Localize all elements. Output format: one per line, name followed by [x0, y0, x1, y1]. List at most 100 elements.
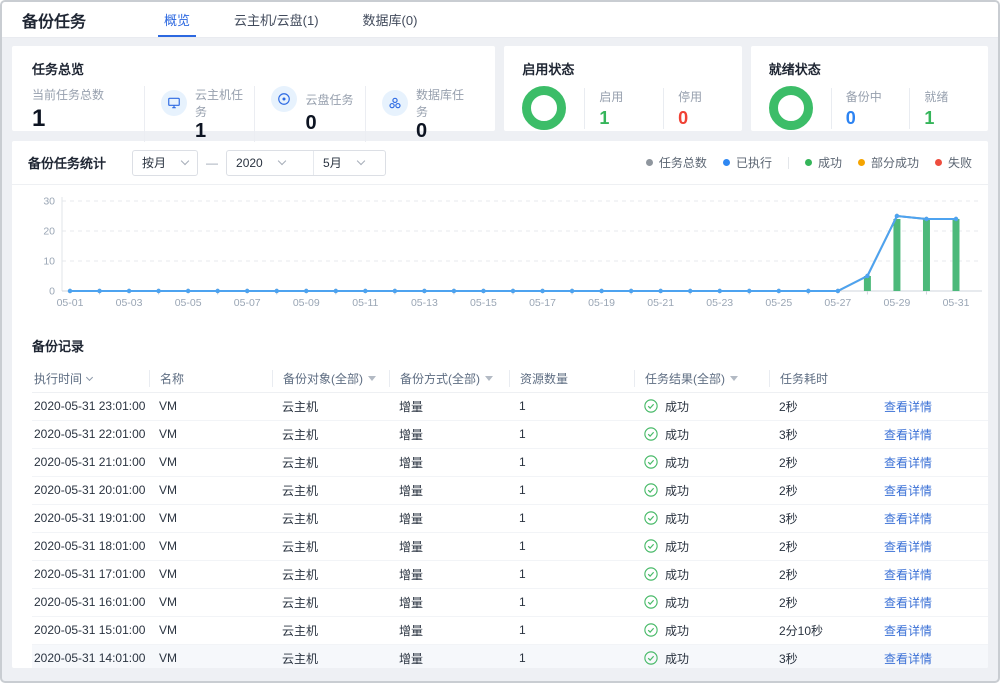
- cell-name: VM: [157, 504, 280, 532]
- legend-item[interactable]: 部分成功: [858, 154, 919, 171]
- svg-text:05-23: 05-23: [706, 297, 733, 309]
- cell-action: 查看详情: [882, 392, 988, 420]
- table-row: 2020-05-31 14:01:00VM云主机增量1成功3秒查看详情: [32, 644, 988, 668]
- cell-result: 成功: [642, 392, 777, 420]
- enabled-value: 1: [599, 108, 645, 129]
- table-row: 2020-05-31 15:01:00VM云主机增量1成功2分10秒查看详情: [32, 616, 988, 644]
- period-select[interactable]: 按月: [132, 150, 198, 176]
- cell-action: 查看详情: [882, 476, 988, 504]
- view-details-link[interactable]: 查看详情: [884, 596, 932, 610]
- chart-area: 010203005-0105-0305-0505-0705-0905-1105-…: [12, 185, 988, 322]
- svg-text:05-13: 05-13: [411, 297, 438, 309]
- cell-result: 成功: [642, 616, 777, 644]
- table-row: 2020-05-31 20:01:00VM云主机增量1成功2秒查看详情: [32, 476, 988, 504]
- cell-target: 云主机: [280, 420, 397, 448]
- stats-filter-row: 备份任务统计 按月 — 2020 5月 任务总数已执行成功部分成功: [12, 141, 988, 185]
- legend-dot-icon: [858, 159, 865, 166]
- cell-target: 云主机: [280, 476, 397, 504]
- view-details-link[interactable]: 查看详情: [884, 512, 932, 526]
- cell-count: 1: [517, 476, 642, 504]
- view-details-link[interactable]: 查看详情: [884, 484, 932, 498]
- year-select[interactable]: 2020: [227, 151, 313, 175]
- cell-result: 成功: [642, 532, 777, 560]
- tab-bar: 概览 云主机/云盘(1) 数据库(0): [142, 2, 439, 37]
- vm-tasks-label: 云主机任务: [195, 86, 254, 120]
- column-header-执行时间[interactable]: 执行时间: [32, 365, 157, 392]
- legend-dot-icon: [935, 159, 942, 166]
- month-select[interactable]: 5月: [313, 151, 385, 175]
- month-select-value: 5月: [323, 154, 342, 171]
- view-details-link[interactable]: 查看详情: [884, 400, 932, 414]
- view-details-link[interactable]: 查看详情: [884, 568, 932, 582]
- cell-name: VM: [157, 560, 280, 588]
- filter-caret-icon: [485, 376, 493, 381]
- cell-name: VM: [157, 392, 280, 420]
- legend-item[interactable]: 已执行: [723, 154, 772, 171]
- legend-item[interactable]: 任务总数: [646, 154, 707, 171]
- svg-text:05-17: 05-17: [529, 297, 556, 309]
- table-row: 2020-05-31 17:01:00VM云主机增量1成功2秒查看详情: [32, 560, 988, 588]
- cell-result: 成功: [642, 476, 777, 504]
- cell-target: 云主机: [280, 588, 397, 616]
- page-title: 备份任务: [22, 8, 86, 32]
- cell-count: 1: [517, 616, 642, 644]
- view-details-link[interactable]: 查看详情: [884, 456, 932, 470]
- ready-value: 1: [924, 108, 970, 129]
- cell-time: 2020-05-31 21:01:00: [32, 448, 157, 476]
- total-tasks-block: 当前任务总数 1: [32, 86, 144, 142]
- column-header-备份方式(全部)[interactable]: 备份方式(全部): [397, 365, 517, 392]
- task-overview-body: 当前任务总数 1 云主机任务: [32, 86, 475, 142]
- ready-label: 就绪: [924, 88, 970, 105]
- table-row: 2020-05-31 16:01:00VM云主机增量1成功2秒查看详情: [32, 588, 988, 616]
- cell-duration: 3秒: [777, 504, 882, 532]
- column-header-资源数量: 资源数量: [517, 365, 642, 392]
- legend-divider: [788, 157, 789, 169]
- legend-item[interactable]: 成功: [805, 154, 842, 171]
- view-details-link[interactable]: 查看详情: [884, 540, 932, 554]
- enabled-status-donut: [522, 86, 566, 130]
- view-details-link[interactable]: 查看详情: [884, 624, 932, 638]
- tab-overview[interactable]: 概览: [142, 2, 212, 37]
- tab-database[interactable]: 数据库(0): [341, 2, 440, 37]
- view-details-link[interactable]: 查看详情: [884, 652, 932, 666]
- view-details-link[interactable]: 查看详情: [884, 428, 932, 442]
- cell-method: 增量: [397, 392, 517, 420]
- column-header-任务耗时: 任务耗时: [777, 365, 882, 392]
- vm-tasks-block: 云主机任务 1: [144, 86, 254, 142]
- cell-duration: 2分10秒: [777, 616, 882, 644]
- column-header-任务结果(全部)[interactable]: 任务结果(全部): [642, 365, 777, 392]
- cell-method: 增量: [397, 420, 517, 448]
- total-tasks-value: 1: [32, 105, 144, 133]
- cell-duration: 2秒: [777, 532, 882, 560]
- enabled-label: 启用: [599, 88, 645, 105]
- cell-duration: 2秒: [777, 588, 882, 616]
- cell-time: 2020-05-31 20:01:00: [32, 476, 157, 504]
- database-tasks-block: 数据库任务 0: [365, 86, 475, 142]
- table-row: 2020-05-31 19:01:00VM云主机增量1成功3秒查看详情: [32, 504, 988, 532]
- cell-action: 查看详情: [882, 588, 988, 616]
- cell-time: 2020-05-31 17:01:00: [32, 560, 157, 588]
- cell-action: 查看详情: [882, 532, 988, 560]
- column-header-名称: 名称: [157, 365, 280, 392]
- task-overview-card: 任务总览 当前任务总数 1: [12, 46, 495, 131]
- success-check-icon: [644, 623, 658, 637]
- legend-dot-icon: [646, 159, 653, 166]
- tab-vm-disk[interactable]: 云主机/云盘(1): [212, 2, 341, 37]
- cell-method: 增量: [397, 560, 517, 588]
- svg-text:30: 30: [43, 196, 55, 208]
- column-header-备份对象(全部)[interactable]: 备份对象(全部): [280, 365, 397, 392]
- cell-name: VM: [157, 532, 280, 560]
- disk-icon: [271, 86, 297, 112]
- svg-text:05-03: 05-03: [116, 297, 143, 309]
- cell-result: 成功: [642, 644, 777, 668]
- cell-count: 1: [517, 532, 642, 560]
- success-check-icon: [644, 567, 658, 581]
- cell-result: 成功: [642, 560, 777, 588]
- total-tasks-label: 当前任务总数: [32, 86, 144, 103]
- cell-target: 云主机: [280, 532, 397, 560]
- legend-item[interactable]: 失败: [935, 154, 972, 171]
- cell-duration: 2秒: [777, 476, 882, 504]
- svg-text:05-25: 05-25: [765, 297, 792, 309]
- cell-method: 增量: [397, 616, 517, 644]
- cell-name: VM: [157, 448, 280, 476]
